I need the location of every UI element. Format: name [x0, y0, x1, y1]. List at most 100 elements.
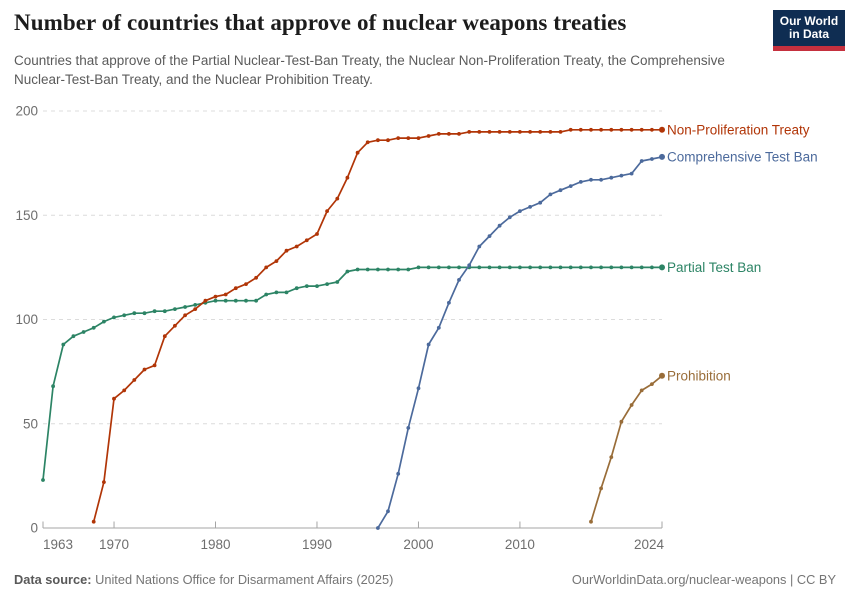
series-point-partial-test-ban: [122, 313, 127, 318]
owid-logo: Our World in Data: [773, 10, 845, 51]
series-point-non-proliferation-treaty: [203, 298, 208, 303]
series-point-partial-test-ban: [91, 325, 96, 330]
series-endpoint-non-proliferation-treaty: [659, 126, 665, 133]
series-point-partial-test-ban: [426, 265, 431, 270]
series-point-non-proliferation-treaty: [599, 127, 603, 132]
y-tick-label-150: 150: [15, 208, 38, 223]
page-title: Number of countries that approve of nucl…: [14, 10, 627, 35]
series-point-partial-test-ban: [487, 265, 492, 270]
series-point-non-proliferation-treaty: [639, 127, 644, 132]
series-point-comprehensive-test-ban: [457, 278, 461, 282]
series-point-partial-test-ban: [376, 267, 380, 272]
series-label-prohibition[interactable]: Prohibition: [667, 368, 731, 383]
series-point-prohibition: [609, 455, 614, 459]
series-point-prohibition: [629, 403, 634, 407]
series-point-partial-test-ban: [41, 478, 45, 482]
series-point-partial-test-ban: [447, 265, 451, 270]
series-point-non-proliferation-treaty: [345, 175, 350, 180]
series-label-partial-test-ban[interactable]: Partial Test Ban: [667, 260, 761, 275]
x-tick-label-1990: 1990: [302, 537, 332, 552]
series-point-comprehensive-test-ban: [650, 157, 654, 161]
series-point-non-proliferation-treaty: [629, 127, 634, 132]
owid-logo-line2: in Data: [788, 27, 829, 41]
y-tick-label-0: 0: [30, 521, 38, 536]
data-source-label: Data source:: [14, 572, 92, 587]
series-point-partial-test-ban: [386, 267, 390, 272]
series-point-non-proliferation-treaty: [294, 244, 299, 249]
series-point-partial-test-ban: [223, 298, 228, 303]
series-point-comprehensive-test-ban: [619, 173, 624, 178]
series-point-partial-test-ban: [71, 334, 76, 339]
series-point-non-proliferation-treaty: [223, 292, 228, 297]
series-point-non-proliferation-treaty: [183, 313, 188, 318]
series-point-non-proliferation-treaty: [132, 378, 137, 382]
series-point-comprehensive-test-ban: [497, 223, 502, 228]
series-point-non-proliferation-treaty: [376, 138, 380, 143]
series-point-prohibition: [589, 519, 593, 524]
series-point-partial-test-ban: [233, 298, 238, 303]
series-line-non-proliferation-treaty: [92, 128, 663, 523]
series-point-non-proliferation-treaty: [365, 140, 370, 145]
series-point-non-proliferation-treaty: [102, 480, 106, 484]
x-tick-label-1980: 1980: [200, 537, 230, 552]
series-point-comprehensive-test-ban: [609, 175, 614, 180]
footer-link[interactable]: OurWorldinData.org/nuclear-weapons | CC …: [571, 572, 836, 587]
series-point-partial-test-ban: [254, 298, 258, 303]
series-point-partial-test-ban: [548, 265, 553, 270]
series-point-comprehensive-test-ban: [599, 177, 603, 182]
series-point-partial-test-ban: [264, 292, 269, 297]
series-point-partial-test-ban: [457, 265, 461, 270]
series-point-partial-test-ban: [193, 303, 198, 307]
series-point-comprehensive-test-ban: [406, 426, 411, 430]
series-point-partial-test-ban: [355, 267, 360, 272]
series-point-comprehensive-test-ban: [416, 386, 421, 391]
series-point-partial-test-ban: [112, 315, 116, 320]
series-point-non-proliferation-treaty: [122, 388, 127, 393]
series-point-comprehensive-test-ban: [528, 205, 532, 209]
series-point-non-proliferation-treaty: [274, 259, 279, 263]
series-point-partial-test-ban: [132, 311, 137, 316]
data-source: Data source: United Nations Office for D…: [14, 572, 393, 587]
series-point-partial-test-ban: [639, 265, 644, 270]
series-point-partial-test-ban: [365, 267, 370, 272]
series-point-partial-test-ban: [294, 286, 299, 291]
series-point-non-proliferation-treaty: [244, 282, 248, 286]
series-label-non-proliferation-treaty[interactable]: Non-Proliferation Treaty: [667, 122, 810, 137]
series-point-non-proliferation-treaty: [233, 286, 238, 291]
series-point-partial-test-ban: [589, 265, 593, 270]
series-point-prohibition: [619, 419, 624, 424]
data-source-text: United Nations Office for Disarmament Af…: [91, 572, 394, 587]
series-point-partial-test-ban: [619, 265, 624, 270]
series-point-partial-test-ban: [244, 298, 248, 303]
series-point-partial-test-ban: [416, 265, 421, 270]
series-label-comprehensive-test-ban[interactable]: Comprehensive Test Ban: [667, 149, 818, 164]
series-point-partial-test-ban: [142, 311, 147, 316]
series-point-non-proliferation-treaty: [264, 265, 269, 270]
y-tick-label-200: 200: [15, 104, 38, 119]
series-point-partial-test-ban: [183, 305, 188, 309]
series-point-partial-test-ban: [335, 280, 340, 284]
series-point-non-proliferation-treaty: [162, 334, 167, 339]
series-point-partial-test-ban: [406, 267, 411, 272]
series-point-prohibition: [650, 382, 654, 386]
y-tick-label-50: 50: [23, 416, 38, 431]
series-point-non-proliferation-treaty: [416, 136, 421, 141]
series-point-partial-test-ban: [61, 342, 66, 347]
series-point-non-proliferation-treaty: [355, 150, 360, 155]
series-point-non-proliferation-treaty: [91, 519, 96, 524]
series-point-non-proliferation-treaty: [406, 136, 411, 141]
x-tick-label-2000: 2000: [403, 537, 433, 552]
series-point-partial-test-ban: [497, 265, 502, 270]
x-tick-label-2010: 2010: [505, 537, 535, 552]
series-point-partial-test-ban: [102, 319, 106, 324]
series-point-non-proliferation-treaty: [315, 232, 319, 236]
series-line-partial-test-ban: [42, 266, 663, 481]
series-point-comprehensive-test-ban: [548, 192, 553, 197]
series-point-partial-test-ban: [396, 267, 401, 272]
series-point-partial-test-ban: [173, 307, 177, 311]
series-point-comprehensive-test-ban: [578, 180, 583, 184]
series-point-non-proliferation-treaty: [386, 138, 390, 143]
series-point-non-proliferation-treaty: [538, 130, 543, 134]
series-point-non-proliferation-treaty: [518, 130, 522, 134]
